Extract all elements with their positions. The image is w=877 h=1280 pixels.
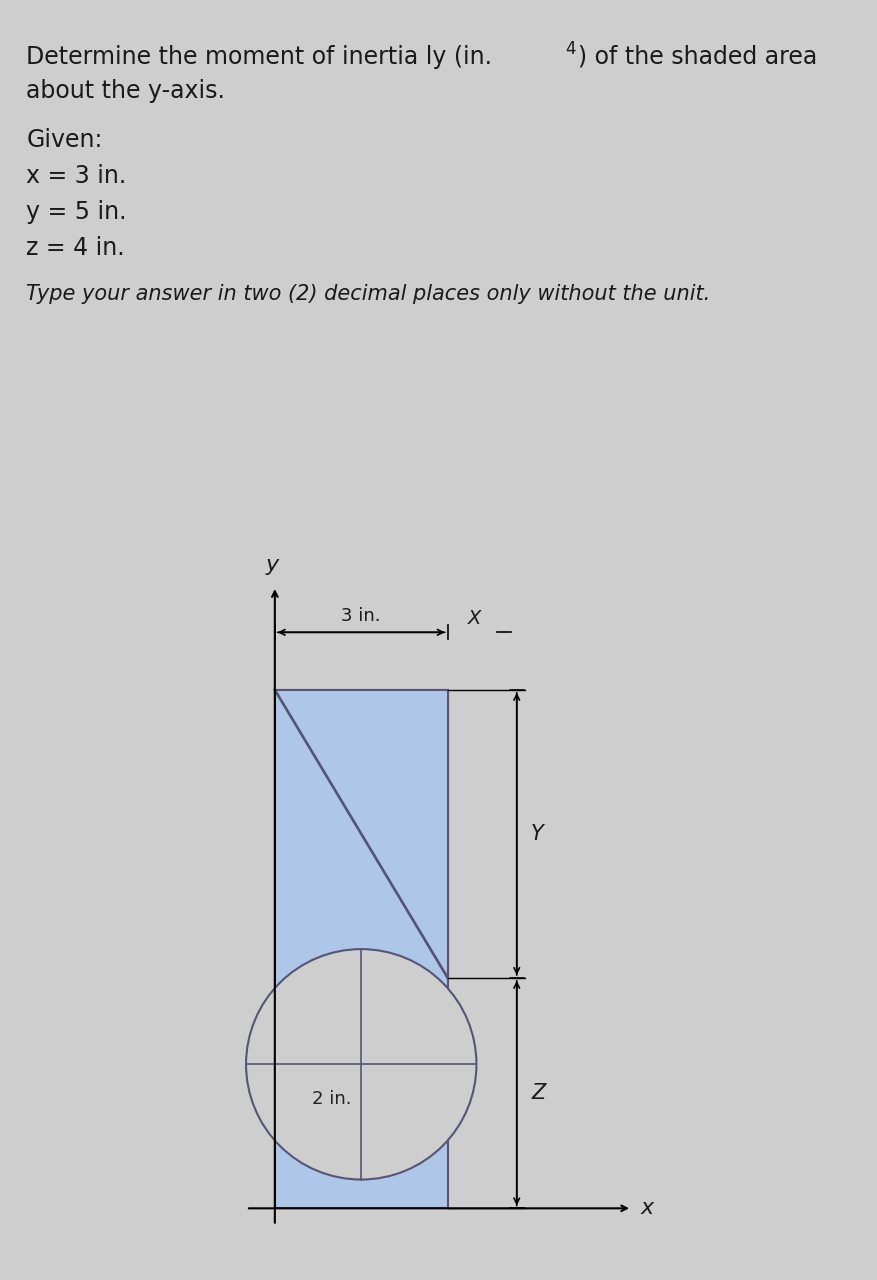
Text: ) of the shaded area: ) of the shaded area <box>577 45 816 69</box>
Text: Given:: Given: <box>26 128 103 152</box>
Text: 4: 4 <box>565 40 575 58</box>
Text: x = 3 in.: x = 3 in. <box>26 164 126 188</box>
Text: 2 in.: 2 in. <box>312 1091 352 1108</box>
Text: Determine the moment of inertia ly (in.: Determine the moment of inertia ly (in. <box>26 45 492 69</box>
Text: Y: Y <box>531 824 543 844</box>
Text: y: y <box>265 554 278 575</box>
Text: 3 in.: 3 in. <box>341 608 381 626</box>
Text: X: X <box>467 609 481 627</box>
Circle shape <box>246 950 476 1180</box>
Text: Z: Z <box>531 1083 545 1103</box>
Text: y = 5 in.: y = 5 in. <box>26 200 126 224</box>
Polygon shape <box>275 690 447 1208</box>
Text: x: x <box>640 1198 653 1219</box>
Polygon shape <box>275 690 447 978</box>
Text: z = 4 in.: z = 4 in. <box>26 236 125 260</box>
Text: about the y-axis.: about the y-axis. <box>26 79 225 104</box>
Text: Type your answer in two (2) decimal places only without the unit.: Type your answer in two (2) decimal plac… <box>26 284 709 305</box>
